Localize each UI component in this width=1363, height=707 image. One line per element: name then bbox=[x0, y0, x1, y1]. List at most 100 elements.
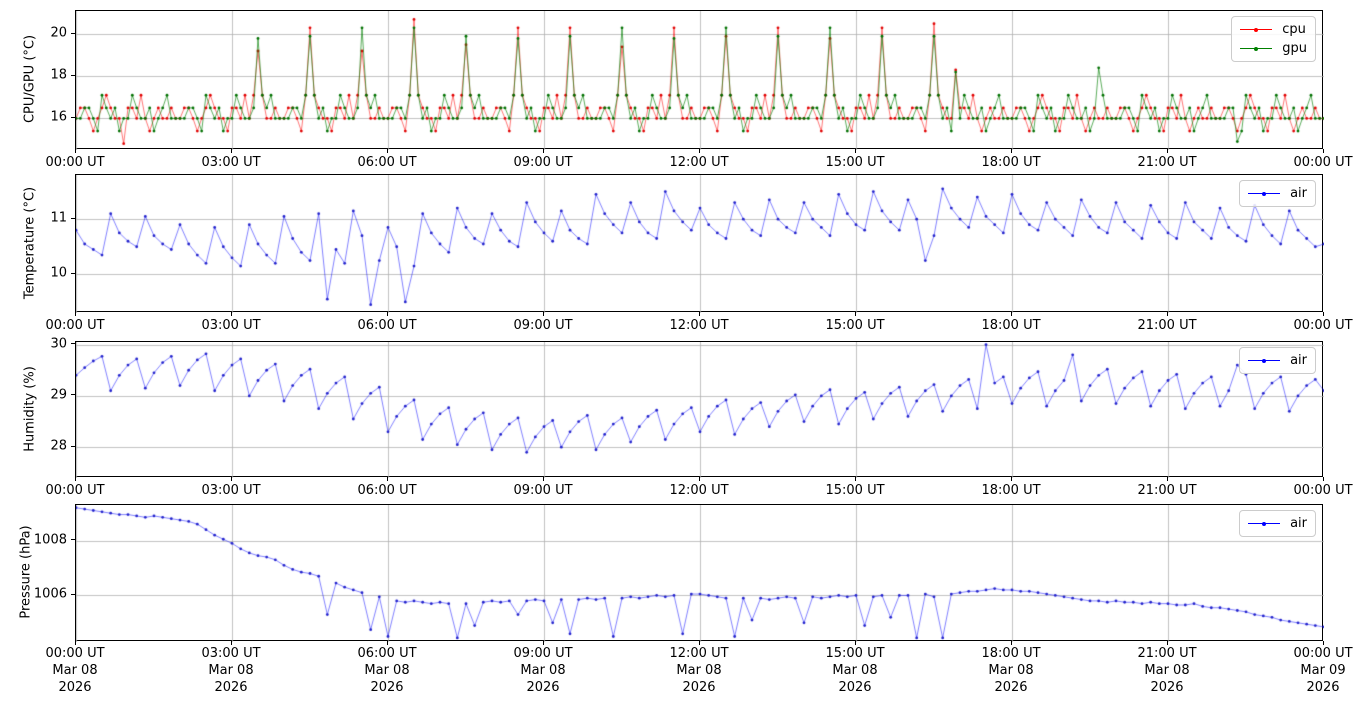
x-tick-mark bbox=[854, 312, 856, 316]
x-tick-date-label: Mar 08 bbox=[208, 663, 254, 678]
x-tick-label: 21:00 UT bbox=[1137, 318, 1197, 333]
x-tick-date-label: Mar 08 bbox=[832, 663, 878, 678]
y-tick-label: 18 bbox=[50, 67, 67, 83]
legend-label: cpu bbox=[1282, 22, 1306, 37]
y-tick-mark bbox=[71, 74, 75, 76]
x-tick-label: 00:00 UT bbox=[1293, 483, 1353, 498]
x-tick-mark bbox=[1010, 477, 1012, 481]
x-tick-label: 00:00 UT bbox=[45, 318, 105, 333]
legend-label: gpu bbox=[1282, 41, 1307, 56]
x-tick-mark bbox=[698, 477, 700, 481]
x-tick-label: 09:00 UT bbox=[513, 318, 573, 333]
subplot-pressure: air bbox=[75, 504, 1324, 642]
x-tick-mark bbox=[1166, 149, 1168, 153]
x-tick-label: 03:00 UT bbox=[201, 318, 261, 333]
y-tick-label: 10 bbox=[50, 265, 67, 281]
legend-label: air bbox=[1290, 186, 1307, 201]
legend-cpu-gpu: cpu gpu bbox=[1231, 16, 1316, 62]
x-tick-date-label: Mar 08 bbox=[364, 663, 410, 678]
x-tick-label: 03:00 UT bbox=[201, 155, 261, 170]
plot-canvas-humidity bbox=[76, 342, 1324, 478]
x-tick-mark bbox=[1010, 149, 1012, 153]
x-tick-label: 15:00 UT bbox=[825, 483, 885, 498]
x-tick-label: 00:00 UT bbox=[1293, 155, 1353, 170]
x-tick-label: 21:00 UT bbox=[1137, 155, 1197, 170]
x-tick-label: 12:00 UT bbox=[669, 483, 729, 498]
x-tick-mark bbox=[386, 641, 388, 645]
x-tick-mark bbox=[230, 641, 232, 645]
x-tick-mark bbox=[1322, 149, 1324, 153]
y-tick-mark bbox=[71, 343, 75, 345]
subplot-humidity: air bbox=[75, 341, 1324, 478]
x-tick-label: 06:00 UT bbox=[357, 318, 417, 333]
x-tick-label: 03:00 UT bbox=[201, 483, 261, 498]
x-tick-mark bbox=[1166, 477, 1168, 481]
x-tick-mark bbox=[386, 312, 388, 316]
x-tick-year-label: 2026 bbox=[682, 680, 716, 695]
x-tick-label: 21:00 UT bbox=[1137, 483, 1197, 498]
legend-label: air bbox=[1290, 353, 1307, 368]
x-tick-label: 06:00 UT bbox=[357, 646, 417, 661]
x-tick-mark bbox=[386, 149, 388, 153]
x-tick-mark bbox=[74, 149, 76, 153]
x-tick-mark bbox=[698, 149, 700, 153]
x-tick-label: 00:00 UT bbox=[1293, 646, 1353, 661]
x-tick-label: 15:00 UT bbox=[825, 155, 885, 170]
subplot-temperature: air bbox=[75, 174, 1324, 313]
x-tick-label: 12:00 UT bbox=[669, 318, 729, 333]
x-tick-label: 18:00 UT bbox=[981, 483, 1041, 498]
x-tick-label: 12:00 UT bbox=[669, 155, 729, 170]
y-axis-label-temperature: Temperature (°C) bbox=[22, 186, 38, 300]
x-tick-label: 21:00 UT bbox=[1137, 646, 1197, 661]
y-tick-mark bbox=[71, 116, 75, 118]
x-tick-label: 00:00 UT bbox=[45, 483, 105, 498]
legend-line-icon bbox=[1248, 521, 1281, 526]
x-tick-mark bbox=[854, 149, 856, 153]
x-tick-mark bbox=[854, 477, 856, 481]
x-tick-label: 06:00 UT bbox=[357, 155, 417, 170]
x-tick-mark bbox=[386, 477, 388, 481]
y-tick-mark bbox=[71, 217, 75, 219]
x-tick-label: 18:00 UT bbox=[981, 155, 1041, 170]
y-tick-mark bbox=[71, 32, 75, 34]
x-tick-date-label: Mar 08 bbox=[988, 663, 1034, 678]
y-tick-label: 30 bbox=[50, 336, 67, 352]
legend-temperature: air bbox=[1239, 180, 1316, 207]
x-tick-label: 06:00 UT bbox=[357, 483, 417, 498]
x-tick-label: 00:00 UT bbox=[45, 646, 105, 661]
x-tick-year-label: 2026 bbox=[1150, 680, 1184, 695]
y-tick-mark bbox=[71, 445, 75, 447]
y-tick-label: 29 bbox=[50, 387, 67, 403]
x-tick-date-label: Mar 08 bbox=[676, 663, 722, 678]
x-tick-mark bbox=[74, 477, 76, 481]
x-tick-mark bbox=[230, 149, 232, 153]
x-tick-mark bbox=[1010, 641, 1012, 645]
x-tick-label: 18:00 UT bbox=[981, 318, 1041, 333]
x-tick-mark bbox=[698, 641, 700, 645]
y-tick-label: 16 bbox=[50, 109, 67, 125]
x-tick-year-label: 2026 bbox=[994, 680, 1028, 695]
x-tick-label: 15:00 UT bbox=[825, 318, 885, 333]
x-tick-mark bbox=[1010, 312, 1012, 316]
plot-canvas-temperature bbox=[76, 175, 1324, 313]
legend-humidity: air bbox=[1239, 347, 1316, 374]
x-tick-label: 15:00 UT bbox=[825, 646, 885, 661]
x-tick-mark bbox=[1322, 312, 1324, 316]
legend-item-air: air bbox=[1248, 351, 1307, 370]
plot-canvas-cpu-gpu bbox=[76, 11, 1324, 150]
x-tick-mark bbox=[1322, 477, 1324, 481]
x-tick-label: 18:00 UT bbox=[981, 646, 1041, 661]
legend-line-icon bbox=[1240, 27, 1273, 32]
y-tick-label: 28 bbox=[50, 438, 67, 454]
x-tick-mark bbox=[542, 477, 544, 481]
x-tick-label: 12:00 UT bbox=[669, 646, 729, 661]
x-tick-year-label: 2026 bbox=[214, 680, 248, 695]
legend-line-icon bbox=[1240, 46, 1273, 51]
y-tick-label: 1008 bbox=[33, 532, 67, 548]
x-tick-mark bbox=[1166, 641, 1168, 645]
y-tick-label: 20 bbox=[50, 25, 67, 41]
x-tick-date-label: Mar 09 bbox=[1300, 663, 1346, 678]
legend-item-gpu: gpu bbox=[1240, 39, 1307, 58]
x-tick-mark bbox=[230, 312, 232, 316]
